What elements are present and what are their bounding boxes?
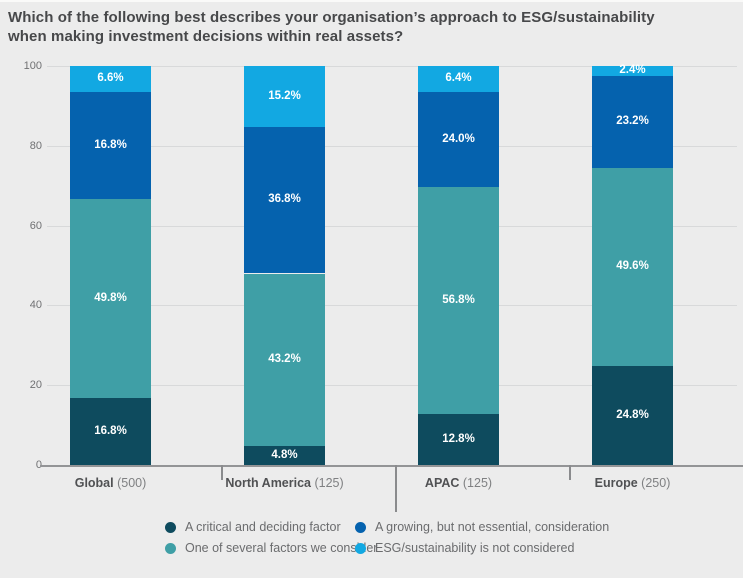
bar-column: 24.8% 49.6% 23.2% 2.4%: [592, 64, 673, 465]
category-name: Europe: [594, 476, 638, 490]
legend-item: ESG/sustainability is not considered: [355, 541, 609, 555]
bar-segment-label: 24.8%: [616, 408, 649, 421]
bar-segment-label: 12.8%: [442, 432, 475, 445]
y-axis-label: 40: [29, 299, 42, 312]
bar-segment-label: 24.0%: [442, 132, 475, 145]
bar-segment: 12.8%: [418, 413, 499, 465]
y-axis-label: 0: [35, 459, 42, 471]
bar-segment: 16.8%: [70, 92, 151, 200]
bar-segment-label: 56.8%: [442, 293, 475, 306]
x-axis-tick: [221, 465, 223, 480]
bar-segment-label: 23.2%: [616, 115, 649, 128]
bar-column: 4.8% 43.2% 36.8% 15.2%: [244, 66, 325, 465]
category-count: (250): [637, 476, 671, 490]
bar-segment-label: 6.6%: [97, 72, 124, 85]
bar-segment: 49.8%: [70, 199, 151, 398]
bar-segment: 4.8%: [244, 445, 325, 465]
bar-segment: 49.6%: [592, 168, 673, 367]
legend-swatch-icon: [165, 542, 176, 554]
legend-label: ESG/sustainability is not considered: [375, 541, 575, 555]
bar-segment: 23.2%: [592, 75, 673, 169]
x-axis-label: North America (125): [198, 475, 372, 491]
bar-segment: 6.4%: [418, 66, 499, 92]
y-axis-label: 20: [29, 379, 42, 392]
category-count: (500): [113, 476, 147, 490]
bar-segment: 43.2%: [244, 273, 325, 446]
legend-item: A critical and deciding factor: [165, 520, 355, 534]
category-count: (125): [459, 476, 493, 490]
x-axis-label: Europe (250): [546, 475, 720, 491]
y-axis-label: 60: [29, 219, 42, 232]
x-axis-tick: [395, 465, 397, 512]
bar-segment-label: 6.4%: [445, 72, 472, 85]
bar-segment: 36.8%: [244, 126, 325, 274]
bar-segment-label: 4.8%: [271, 448, 298, 461]
category-name: North America: [225, 476, 311, 490]
category-count: (125): [311, 476, 344, 490]
legend-label: One of several factors we consider: [185, 541, 378, 555]
gridline: [47, 225, 737, 227]
x-axis-label: Global (500): [24, 475, 198, 491]
legend-label: A growing, but not essential, considerat…: [375, 520, 610, 534]
bar-segment: 24.8%: [592, 366, 673, 465]
y-axis-label: 100: [23, 60, 42, 72]
bar-segment: 2.4%: [592, 64, 673, 77]
x-axis-line: [40, 465, 743, 467]
bar-segment-label: 16.8%: [94, 424, 127, 437]
y-axis-label: 80: [29, 139, 42, 152]
x-axis-label: APAC (125): [372, 475, 546, 491]
legend-swatch-icon: [165, 521, 176, 533]
bar-segment: 6.6%: [70, 66, 151, 93]
category-name: Global: [74, 476, 114, 490]
legend-swatch-icon: [355, 521, 366, 533]
x-axis-tick: [569, 465, 571, 480]
page-title: Which of the following best describes yo…: [8, 8, 718, 46]
bar-segment-label: 49.6%: [616, 260, 649, 273]
legend-label: A critical and deciding factor: [185, 520, 341, 534]
legend-item: A growing, but not essential, considerat…: [355, 520, 609, 534]
gridline: [47, 385, 737, 387]
bar-segment-label: 36.8%: [268, 193, 301, 206]
gridline: [47, 66, 737, 67]
bar-segment: 15.2%: [244, 66, 325, 127]
page-title-line-1: Which of the following best describes yo…: [8, 9, 655, 26]
legend-swatch-icon: [355, 542, 366, 554]
bar-segment: 24.0%: [418, 91, 499, 188]
legend-item: One of several factors we consider: [165, 541, 377, 555]
bar-column: 16.8% 49.8% 16.8% 6.6%: [70, 66, 151, 465]
bar-segment-label: 2.4%: [619, 64, 646, 77]
bar-segment: 56.8%: [418, 187, 499, 414]
category-name: APAC: [424, 476, 460, 490]
gridline: [47, 145, 737, 147]
bar-segment: 16.8%: [70, 397, 151, 465]
bar-column: 12.8% 56.8% 24.0% 6.4%: [418, 66, 499, 465]
bar-segment-label: 43.2%: [268, 352, 301, 365]
gridline: [47, 305, 737, 307]
bar-segment-label: 15.2%: [268, 89, 301, 102]
page-title-line-2: when making investment decisions within …: [8, 28, 404, 46]
top-strip: [0, 0, 743, 2]
legend: A critical and deciding factor A growing,…: [165, 520, 609, 555]
bar-segment-label: 16.8%: [94, 139, 127, 152]
bar-segment-label: 49.8%: [94, 291, 127, 304]
